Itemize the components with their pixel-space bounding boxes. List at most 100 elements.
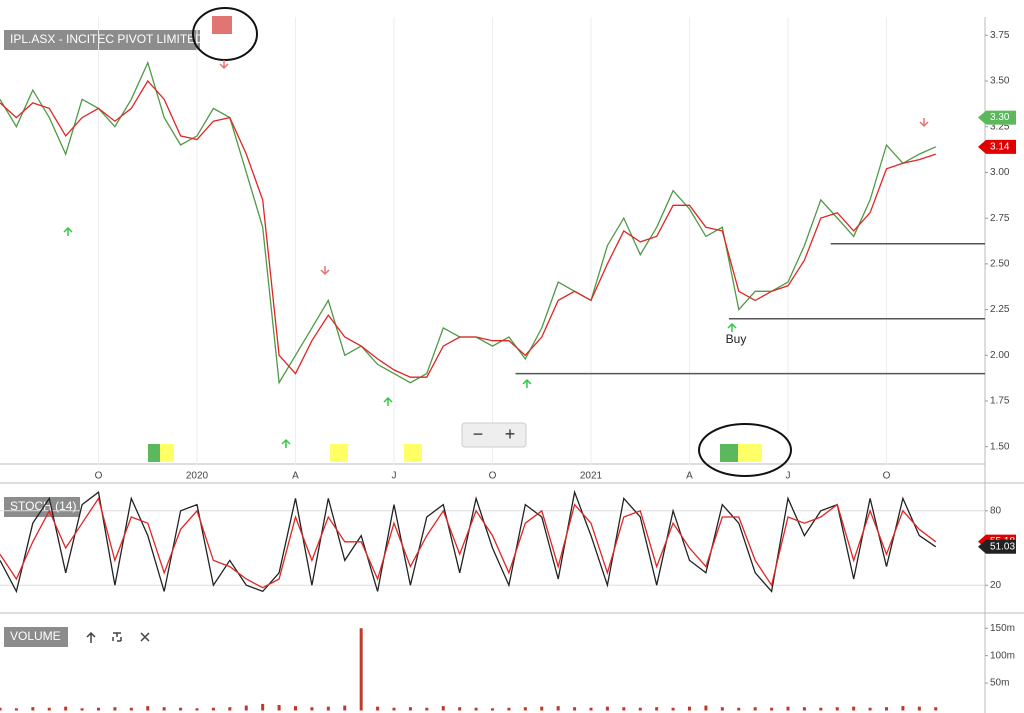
volume-bar xyxy=(113,707,117,711)
event-marker[interactable] xyxy=(738,444,762,462)
volume-bar xyxy=(868,707,872,711)
volume-bar xyxy=(0,707,2,711)
panel-icons[interactable] xyxy=(86,631,150,643)
event-marker[interactable] xyxy=(212,16,232,34)
volume-bar xyxy=(195,708,199,711)
series-line xyxy=(0,79,937,378)
x-tick-label: A xyxy=(686,471,693,482)
event-marker[interactable] xyxy=(404,444,422,462)
y-tick-label: 1.50 xyxy=(990,441,1010,452)
zoom-box xyxy=(461,422,527,448)
plot-layer: IPL.ASX - INCITEC PIVOT LIMITED 1.50 1.75 2… xyxy=(0,17,1016,711)
y-tick-label: 3.00 xyxy=(990,167,1010,178)
event-marker[interactable] xyxy=(720,444,738,462)
y-tick-label: 2.75 xyxy=(990,213,1010,224)
price-flag-label: 3.30 xyxy=(990,112,1010,123)
volume-bar xyxy=(638,707,642,711)
series-line xyxy=(0,489,937,594)
x-tick-label: 2020 xyxy=(186,471,209,482)
volume-bar xyxy=(770,707,774,711)
price-flag xyxy=(978,139,1016,154)
volume-bar xyxy=(934,707,938,711)
volume-bar xyxy=(425,707,429,711)
volume-bar xyxy=(491,708,494,711)
series-line xyxy=(0,496,937,589)
volume-bar xyxy=(720,707,724,711)
price-flag xyxy=(978,539,1016,554)
volume-bar xyxy=(129,707,133,711)
volume-bar xyxy=(655,707,659,711)
panel-title-box xyxy=(4,497,80,517)
volume-bar xyxy=(359,628,363,711)
volume-bar xyxy=(179,707,183,711)
panel-title-box xyxy=(4,627,68,647)
event-marker[interactable] xyxy=(148,444,162,462)
annotation-circle xyxy=(192,7,258,61)
x-tick-label: 2021 xyxy=(580,471,603,482)
volume-bar xyxy=(14,708,18,711)
y-tick-label: 80 xyxy=(990,505,1002,516)
volume-bar xyxy=(605,706,609,711)
panel-title: IPL.ASX - INCITEC PIVOT LIMITED xyxy=(10,32,204,46)
price-flag-label: 3.14 xyxy=(990,141,1010,152)
volume-bar xyxy=(408,707,412,711)
volume-bar xyxy=(556,706,560,711)
volume-bar xyxy=(802,707,806,711)
volume-bar xyxy=(31,707,35,711)
volume-bar xyxy=(441,706,445,711)
x-tick-label: J xyxy=(786,471,791,482)
y-tick-label: 3.50 xyxy=(990,76,1010,87)
volume-bar xyxy=(261,703,265,711)
volume-bar xyxy=(277,705,281,711)
volume-bar xyxy=(901,706,905,711)
x-tick-label: O xyxy=(95,471,103,482)
volume-bar xyxy=(64,706,68,711)
volume-bar xyxy=(244,705,248,711)
volume-bar xyxy=(162,707,166,711)
price-flag xyxy=(978,110,1016,125)
volume-bar xyxy=(376,706,380,711)
zoom-out[interactable]: − xyxy=(473,424,484,444)
volume-bar xyxy=(589,707,593,711)
volume-bar xyxy=(310,707,314,711)
y-tick-label: 1.75 xyxy=(990,396,1010,407)
x-tick-label: O xyxy=(489,471,497,482)
volume-bar xyxy=(523,707,527,711)
panel-title-box xyxy=(4,30,200,50)
buy-arrows xyxy=(63,226,737,448)
y-tick-label: 2.50 xyxy=(990,258,1010,269)
y-tick-label: 3.25 xyxy=(990,121,1010,132)
volume-bar xyxy=(671,707,675,711)
volume-bar xyxy=(343,705,347,711)
y-tick-label: 2.00 xyxy=(990,350,1010,361)
volume-bar xyxy=(688,706,691,711)
volume-bar xyxy=(786,706,790,711)
volume-bar xyxy=(704,705,708,711)
volume-bar xyxy=(917,706,921,711)
y-tick-label: 20 xyxy=(990,580,1002,591)
y-tick-label: 2.25 xyxy=(990,304,1010,315)
volume-bar xyxy=(392,707,396,711)
annotation: Buy xyxy=(726,332,747,346)
x-tick-label: A xyxy=(292,471,299,482)
volume-bar xyxy=(753,707,757,711)
zoom-in[interactable]: + xyxy=(505,424,516,444)
volume-bar xyxy=(540,706,544,711)
volume-bar xyxy=(294,706,297,711)
volume-bar xyxy=(474,707,478,711)
volume-bar xyxy=(573,707,577,711)
volume-bar xyxy=(97,707,100,711)
event-marker[interactable] xyxy=(330,444,348,462)
x-tick-label: O xyxy=(883,471,891,482)
volume-bar xyxy=(47,707,51,711)
panel-title: STOCH (14) xyxy=(10,499,76,513)
volume-bar xyxy=(146,706,150,711)
volume-bar xyxy=(211,707,215,711)
volume-bar xyxy=(326,706,330,711)
annotation-circle xyxy=(698,423,792,477)
event-marker[interactable] xyxy=(160,444,174,462)
volume-bar xyxy=(80,708,84,711)
volume-bar xyxy=(228,707,232,711)
